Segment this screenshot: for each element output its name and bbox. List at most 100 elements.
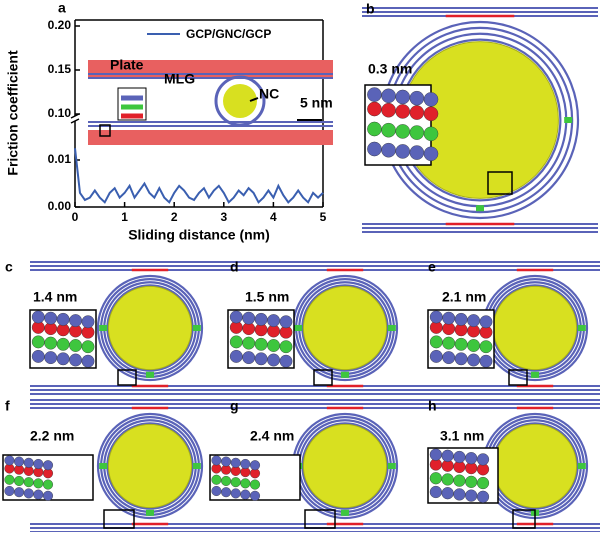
nanotube-shell — [106, 284, 194, 372]
atom — [429, 485, 442, 499]
atom — [453, 488, 466, 501]
atom — [23, 477, 34, 488]
simulation — [209, 399, 465, 533]
atom — [211, 474, 222, 485]
atom — [14, 487, 25, 498]
nanotube-shell — [106, 422, 194, 510]
atom — [230, 477, 241, 488]
green-atoms — [531, 371, 539, 378]
panel-letter: c — [5, 259, 13, 275]
atom — [395, 144, 410, 159]
atom — [31, 349, 45, 363]
annotation: 5 nm — [300, 95, 333, 111]
atom — [467, 353, 480, 367]
atom — [242, 351, 256, 365]
atom — [467, 314, 480, 327]
panel-letter: g — [230, 398, 239, 414]
plate — [88, 60, 333, 77]
distance-label: 1.5 nm — [245, 289, 289, 305]
atom — [441, 487, 454, 500]
atom — [221, 487, 232, 498]
atom — [453, 474, 466, 487]
panel-letter: e — [428, 259, 436, 275]
atom — [409, 105, 425, 120]
atom — [465, 475, 478, 488]
atom — [69, 314, 82, 327]
atom — [441, 473, 454, 486]
y-tick-label: 0.01 — [48, 152, 72, 166]
x-tick-label: 4 — [270, 210, 277, 224]
atom — [23, 457, 34, 468]
nanotube-shell — [96, 412, 204, 520]
atom — [267, 353, 280, 367]
atom — [14, 475, 25, 486]
panel-letter: a — [58, 0, 66, 16]
nanocrystal — [223, 84, 257, 118]
green-atoms — [387, 325, 396, 331]
x-tick-label: 5 — [320, 210, 327, 224]
zoom-box — [508, 369, 528, 386]
atom — [230, 488, 241, 499]
atom — [479, 315, 493, 329]
green-atoms — [564, 117, 573, 123]
atom — [221, 475, 232, 486]
green-atoms — [146, 371, 154, 378]
atom — [367, 121, 382, 137]
nanocrystal — [107, 423, 193, 509]
simulation — [427, 399, 600, 533]
atom — [429, 472, 442, 485]
atom — [240, 458, 251, 470]
arrow — [249, 97, 259, 102]
simulation — [29, 261, 270, 395]
axis-break — [70, 118, 80, 124]
atom — [279, 340, 293, 354]
nanocrystal — [492, 423, 578, 509]
nanotube-shell — [214, 75, 266, 127]
atom — [409, 145, 425, 160]
atom — [23, 488, 34, 499]
atom — [381, 102, 396, 118]
annotation: Plate — [110, 57, 144, 73]
y-tick-label: 0.20 — [48, 18, 72, 32]
atom — [249, 460, 261, 471]
atom — [242, 336, 256, 350]
atom — [453, 450, 466, 464]
green-atoms — [146, 509, 154, 516]
x-tick-label: 3 — [220, 210, 227, 224]
y-tick-label: 0.15 — [48, 62, 72, 76]
atom — [56, 352, 70, 366]
atom — [254, 352, 268, 366]
distance-label: 2.4 nm — [250, 428, 294, 444]
green-atoms — [577, 463, 586, 469]
atom — [442, 336, 456, 350]
atom — [409, 125, 425, 140]
x-tick-label: 2 — [171, 210, 178, 224]
zoom-box — [117, 369, 137, 386]
atom — [429, 335, 443, 349]
nanotube-shell — [301, 422, 389, 510]
x-tick-label: 1 — [121, 210, 128, 224]
atom — [476, 476, 490, 490]
atom — [44, 351, 58, 365]
atom — [31, 310, 45, 324]
atom — [4, 485, 15, 497]
zoom-box — [512, 509, 536, 529]
atom — [423, 146, 439, 162]
atom — [423, 106, 439, 122]
atom — [279, 315, 293, 329]
atom — [240, 489, 251, 500]
atom — [454, 337, 468, 351]
distance-label: 2.2 nm — [30, 428, 74, 444]
atom — [465, 452, 478, 465]
atom — [279, 354, 293, 368]
y-tick-label: 0.10 — [48, 106, 72, 120]
atom — [31, 335, 45, 349]
atom — [381, 122, 396, 138]
y-axis-label: Friction coefficient — [5, 50, 21, 176]
plate — [88, 130, 333, 145]
atom — [476, 490, 490, 503]
atom — [409, 90, 425, 106]
atom — [56, 312, 70, 326]
atom — [69, 353, 82, 367]
green-atoms — [192, 325, 201, 331]
